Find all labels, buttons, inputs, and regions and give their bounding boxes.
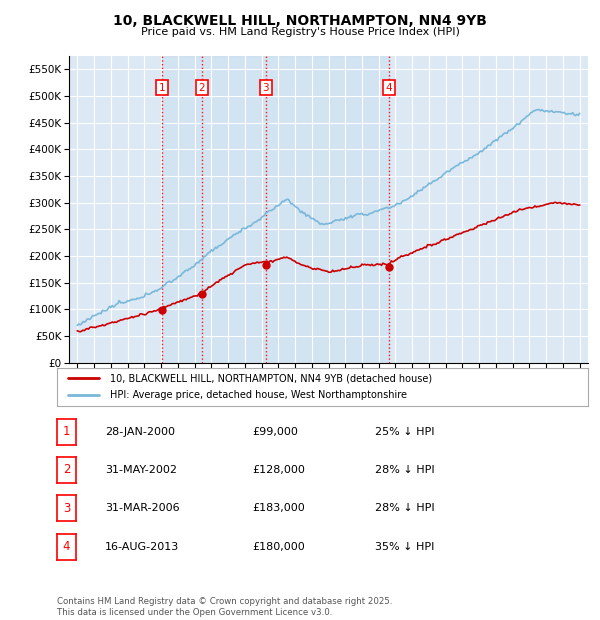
Text: £99,000: £99,000 [252,427,298,436]
Text: HPI: Average price, detached house, West Northamptonshire: HPI: Average price, detached house, West… [110,391,407,401]
Text: £183,000: £183,000 [252,503,305,513]
Text: 10, BLACKWELL HILL, NORTHAMPTON, NN4 9YB (detached house): 10, BLACKWELL HILL, NORTHAMPTON, NN4 9YB… [110,373,432,383]
Text: 2: 2 [63,464,70,476]
Text: Price paid vs. HM Land Registry's House Price Index (HPI): Price paid vs. HM Land Registry's House … [140,27,460,37]
Text: 35% ↓ HPI: 35% ↓ HPI [375,542,434,552]
Text: 3: 3 [63,502,70,515]
Bar [162,56,389,363]
Text: 16-AUG-2013: 16-AUG-2013 [105,542,179,552]
Text: 1: 1 [63,425,70,438]
Text: 10, BLACKWELL HILL, NORTHAMPTON, NN4 9YB: 10, BLACKWELL HILL, NORTHAMPTON, NN4 9YB [113,14,487,29]
Text: 31-MAY-2002: 31-MAY-2002 [105,465,177,475]
Text: 1: 1 [159,83,166,93]
Text: £128,000: £128,000 [252,465,305,475]
Text: Contains HM Land Registry data © Crown copyright and database right 2025.
This d: Contains HM Land Registry data © Crown c… [57,598,392,617]
Text: £180,000: £180,000 [252,542,305,552]
Text: 25% ↓ HPI: 25% ↓ HPI [375,427,434,436]
Text: 31-MAR-2006: 31-MAR-2006 [105,503,179,513]
Text: 2: 2 [198,83,205,93]
Text: 3: 3 [262,83,269,93]
Text: 28% ↓ HPI: 28% ↓ HPI [375,503,434,513]
Text: 4: 4 [386,83,392,93]
Text: 28% ↓ HPI: 28% ↓ HPI [375,465,434,475]
Text: 28-JAN-2000: 28-JAN-2000 [105,427,175,436]
Text: 4: 4 [63,541,70,553]
